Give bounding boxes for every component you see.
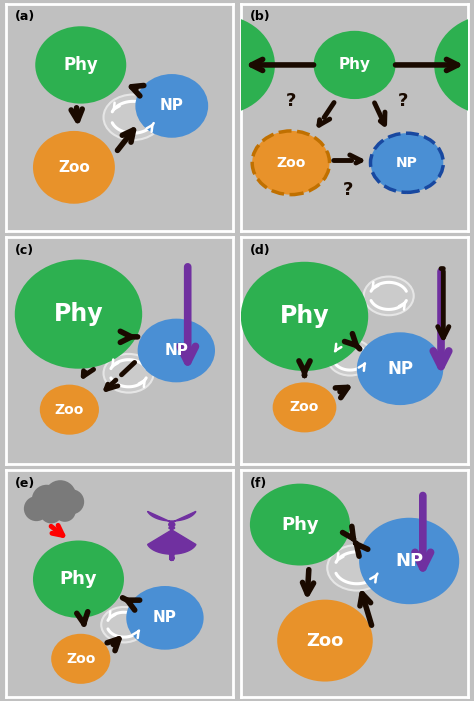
Ellipse shape [364,277,414,315]
FancyArrowPatch shape [83,364,93,376]
Ellipse shape [327,545,386,590]
Ellipse shape [161,15,275,115]
Ellipse shape [103,354,154,393]
Text: NP: NP [164,343,188,358]
Text: (a): (a) [15,11,35,23]
Text: Zoo: Zoo [276,156,306,170]
Circle shape [40,501,63,524]
Text: Phy: Phy [54,302,103,326]
Text: Zoo: Zoo [58,160,90,175]
Ellipse shape [168,522,175,528]
Circle shape [32,485,62,515]
Text: ?: ? [343,181,354,198]
FancyArrowPatch shape [374,103,385,125]
Circle shape [24,496,49,521]
Ellipse shape [126,586,204,650]
FancyArrowPatch shape [71,108,82,121]
Text: ?: ? [286,92,297,110]
FancyArrowPatch shape [106,362,135,390]
Ellipse shape [252,131,329,195]
Ellipse shape [273,382,337,433]
FancyArrowPatch shape [299,361,310,376]
FancyArrowPatch shape [356,543,368,556]
Text: NP: NP [153,611,177,625]
Text: (e): (e) [15,477,35,490]
Ellipse shape [40,385,99,435]
Text: Phy: Phy [281,515,319,533]
FancyArrowPatch shape [360,594,372,625]
Ellipse shape [371,133,443,192]
Ellipse shape [250,484,350,566]
Text: ?: ? [398,92,408,110]
Ellipse shape [327,339,373,376]
Circle shape [59,489,84,515]
FancyArrowPatch shape [335,388,348,397]
Ellipse shape [101,607,147,642]
Text: Zoo: Zoo [55,402,84,416]
Text: Phy: Phy [338,57,371,72]
Ellipse shape [137,319,215,382]
FancyArrowPatch shape [120,332,137,342]
Ellipse shape [103,95,163,140]
Text: (c): (c) [15,243,34,257]
Polygon shape [147,524,196,554]
FancyArrowPatch shape [395,60,457,71]
FancyArrowPatch shape [77,612,88,625]
Ellipse shape [33,131,115,204]
FancyArrowPatch shape [302,570,314,594]
Ellipse shape [51,634,110,684]
Text: Phy: Phy [280,304,329,328]
Ellipse shape [15,259,142,369]
Text: NP: NP [160,98,184,114]
FancyArrowPatch shape [343,526,354,539]
Text: Zoo: Zoo [306,632,344,650]
FancyArrowPatch shape [122,598,140,610]
Text: Zoo: Zoo [66,652,95,666]
Ellipse shape [434,15,474,115]
Text: Zoo: Zoo [290,400,319,414]
FancyArrowPatch shape [107,639,119,651]
Text: NP: NP [387,360,413,378]
Text: Phy: Phy [64,56,98,74]
FancyArrowPatch shape [319,102,334,125]
Text: Phy: Phy [60,570,97,588]
Ellipse shape [277,599,373,681]
FancyArrowPatch shape [252,60,314,71]
Circle shape [54,500,76,522]
FancyArrowPatch shape [345,334,360,349]
Ellipse shape [33,540,124,618]
Ellipse shape [359,518,459,604]
FancyArrowPatch shape [118,130,134,151]
Ellipse shape [136,74,208,138]
Ellipse shape [357,332,443,405]
Text: NP: NP [395,552,423,570]
Ellipse shape [314,31,395,99]
Text: (f): (f) [250,477,267,490]
Polygon shape [147,511,196,524]
Text: (b): (b) [250,11,271,23]
Circle shape [45,480,76,512]
Ellipse shape [241,261,368,371]
Text: (d): (d) [250,243,271,257]
FancyArrowPatch shape [334,155,361,166]
Ellipse shape [35,26,126,104]
FancyArrowPatch shape [131,86,144,96]
Text: NP: NP [396,156,418,170]
